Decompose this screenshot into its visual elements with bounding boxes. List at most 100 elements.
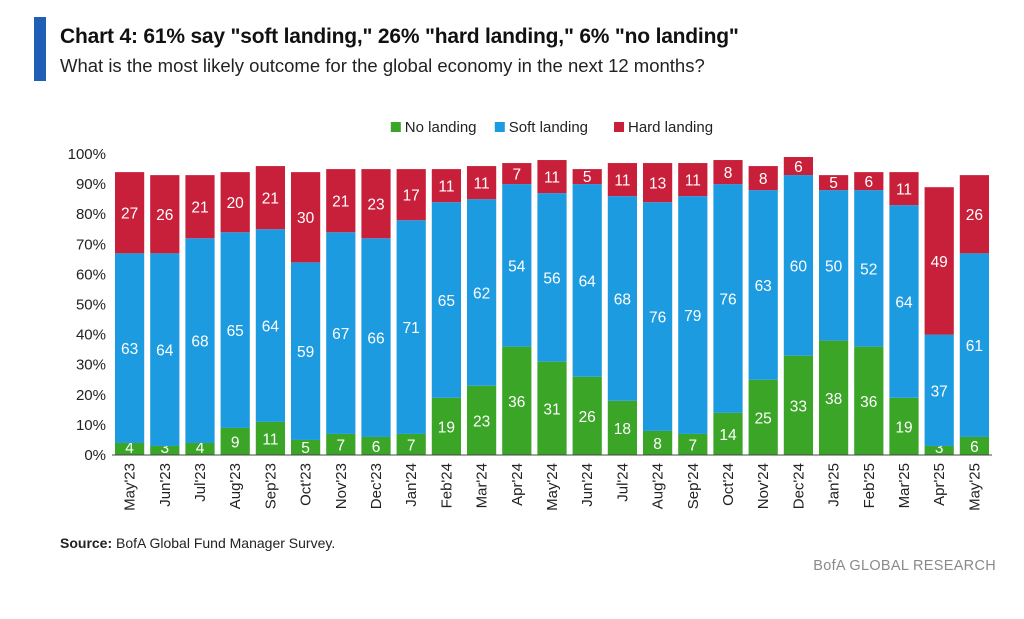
bar-segment — [642, 430, 673, 455]
bar-gap — [150, 154, 180, 176]
bar-value-label: 21 — [191, 200, 208, 217]
bar-segment — [220, 427, 250, 455]
source-text: BofA Global Fund Manager Survey. — [112, 535, 336, 551]
y-tick-label: 100% — [68, 146, 106, 163]
x-tick-label: Jul'24 — [614, 463, 631, 502]
bar-segment — [854, 190, 884, 347]
bar-value-label: 37 — [931, 383, 948, 400]
bar-segment — [642, 202, 673, 431]
bar-segment — [290, 262, 321, 440]
bar-segment — [678, 163, 708, 197]
bar-gap — [889, 154, 919, 173]
bar-gap — [361, 154, 391, 170]
bar-value-label: 52 — [860, 261, 877, 278]
bar-segment — [748, 379, 778, 455]
bar-segment — [361, 169, 391, 239]
y-tick-label: 80% — [76, 206, 106, 223]
bar-gap — [924, 154, 954, 188]
x-tick-label: Sep'23 — [262, 463, 279, 509]
bar-gap — [748, 154, 778, 167]
bar-value-label: 61 — [966, 338, 983, 355]
bar-segment — [150, 253, 180, 446]
bar-segment — [924, 187, 954, 335]
bar-value-label: 60 — [790, 258, 808, 275]
bar-value-label: 66 — [367, 331, 384, 348]
bar-segment — [572, 169, 602, 185]
bar-segment — [607, 400, 638, 455]
bar-value-label: 7 — [688, 437, 697, 454]
x-tick-label: Mar'25 — [896, 463, 913, 508]
title-accent-bar — [34, 17, 46, 81]
bar-segment — [783, 355, 814, 455]
bar-gap — [818, 154, 849, 176]
bar-gap — [642, 154, 673, 164]
x-tick-label: Jul'23 — [192, 463, 209, 502]
y-tick-label: 70% — [76, 236, 106, 253]
bar-value-label: 62 — [473, 285, 490, 302]
bar-value-label: 9 — [231, 434, 240, 451]
bar-segment — [607, 196, 638, 401]
bar-gap — [466, 154, 497, 167]
bar-value-label: 79 — [684, 308, 701, 325]
y-tick-label: 60% — [76, 266, 106, 283]
bar-value-label: 5 — [301, 440, 310, 457]
bar-segment — [713, 184, 743, 413]
bar-value-label: 54 — [508, 258, 526, 275]
bar-value-label: 64 — [579, 273, 597, 290]
bar-segment — [537, 193, 567, 362]
bar-value-label: 11 — [262, 431, 278, 448]
source-note: Source: BofA Global Fund Manager Survey. — [60, 535, 335, 551]
x-tick-label: Dec'23 — [368, 463, 385, 509]
bar-segment — [290, 172, 321, 263]
x-tick-label: May'23 — [122, 463, 139, 511]
bar-value-label: 68 — [191, 334, 208, 351]
bar-segment — [502, 346, 532, 455]
bar-value-label: 76 — [649, 310, 666, 327]
bar-value-label: 4 — [125, 440, 134, 457]
x-tick-label: May'25 — [966, 463, 983, 511]
bar-value-label: 7 — [407, 437, 416, 454]
bar-gap — [678, 154, 708, 164]
bar-value-label: 21 — [262, 191, 279, 208]
bar-value-label: 19 — [895, 419, 912, 436]
bar-value-label: 50 — [825, 258, 843, 275]
bar-value-label: 11 — [474, 176, 490, 193]
bar-segment — [959, 436, 990, 455]
bar-value-label: 33 — [790, 398, 807, 415]
bar-value-label: 30 — [297, 210, 315, 227]
bar-value-label: 14 — [719, 427, 737, 444]
bar-segment — [255, 166, 286, 230]
bar-segment — [150, 175, 180, 254]
bar-segment — [220, 172, 250, 233]
bar-segment — [713, 160, 743, 185]
bar-segment — [290, 439, 321, 455]
bar-gap — [290, 154, 321, 173]
bar-segment — [818, 175, 849, 191]
bar-segment — [854, 172, 884, 191]
x-tick-label: Mar'24 — [474, 463, 491, 508]
x-tick-label: Apr'25 — [931, 463, 948, 506]
y-tick-label: 50% — [76, 297, 106, 314]
bar-gap — [959, 154, 990, 176]
bar-value-label: 18 — [614, 421, 631, 438]
bar-value-label: 3 — [160, 440, 169, 457]
bar-segment — [114, 172, 145, 254]
brand-label: BofA GLOBAL RESEARCH — [813, 558, 996, 574]
bar-value-label: 65 — [438, 293, 455, 310]
bar-segment — [924, 445, 954, 455]
bar-segment — [748, 190, 778, 380]
legend-swatch-3 — [614, 122, 624, 132]
bar-segment — [431, 169, 462, 203]
bar-value-label: 7 — [512, 167, 521, 184]
bar-segment — [114, 253, 145, 443]
bar-segment — [924, 334, 954, 446]
y-tick-label: 40% — [76, 327, 106, 344]
bar-segment — [255, 421, 286, 455]
bar-value-label: 11 — [438, 179, 454, 196]
bar-segment — [537, 160, 567, 194]
chart-subtitle: What is the most likely outcome for the … — [60, 55, 705, 76]
bar-value-label: 8 — [653, 436, 662, 453]
x-tick-label: Jan'24 — [403, 463, 420, 507]
x-tick-label: Sep'24 — [685, 463, 702, 509]
